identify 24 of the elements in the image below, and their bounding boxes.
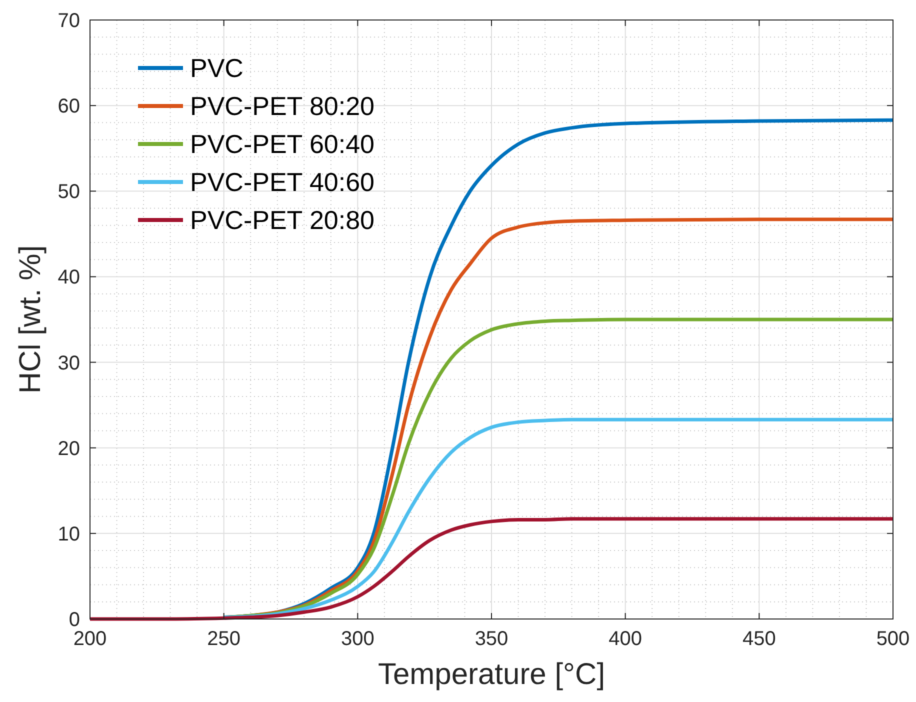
y-tick-label: 40	[58, 266, 80, 289]
y-tick-label: 20	[58, 438, 80, 460]
x-axis-title: Temperature [°C]	[378, 658, 606, 691]
x-tick-label: 400	[608, 628, 642, 650]
line-series	[222, 418, 895, 620]
y-axis-title: HCl [wt. %]	[14, 245, 47, 394]
legend-label: PVC-PET 80:20	[190, 91, 375, 121]
legend-label: PVC	[190, 53, 244, 83]
legend-label: PVC-PET 20:80	[190, 205, 375, 235]
x-tick-label: 450	[742, 628, 776, 650]
y-tick-label: 60	[58, 96, 80, 118]
y-tick-label: 0	[68, 609, 80, 631]
y-tick-label: 30	[58, 352, 80, 374]
x-tick-label: 500	[876, 628, 910, 650]
y-tick-label: 70	[58, 10, 80, 32]
x-tick-label: 250	[207, 628, 241, 650]
legend-label: PVC-PET 40:60	[190, 167, 375, 197]
line-series	[88, 517, 895, 621]
y-tick-label: 50	[58, 181, 80, 204]
y-tick-label: 10	[58, 523, 80, 546]
legend-label: PVC-PET 60:40	[190, 129, 375, 159]
x-tick-label: 350	[474, 628, 508, 650]
x-tick-label: 200	[73, 628, 107, 650]
x-tick-label: 300	[340, 628, 374, 650]
